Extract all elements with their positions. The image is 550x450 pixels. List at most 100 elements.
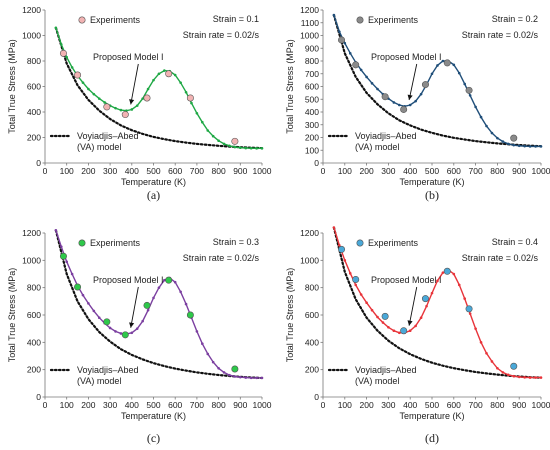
model-point	[338, 30, 341, 33]
model-point	[190, 101, 193, 105]
model-point	[381, 321, 385, 324]
experiment-point	[400, 327, 408, 335]
model-point	[201, 342, 204, 346]
model-point	[233, 145, 237, 149]
x-tick-label: 1000	[532, 166, 550, 176]
y-tick-label: 900	[305, 43, 319, 53]
model-point	[370, 308, 374, 312]
model-point	[244, 376, 248, 379]
legend-va-label: Voyiadjis–Abed	[77, 365, 139, 375]
y-tick-label: 1200	[22, 228, 41, 238]
model-point	[501, 371, 505, 374]
model-point	[179, 81, 182, 84]
model-point	[425, 304, 428, 308]
x-tick-label: 100	[338, 166, 352, 176]
x-tick-label: 700	[469, 400, 483, 410]
model-point	[228, 144, 231, 148]
model-point	[408, 329, 412, 333]
y-tick-label: 400	[27, 337, 41, 347]
model-point	[436, 64, 439, 67]
x-tick-label: 1000	[532, 400, 550, 410]
model-point	[92, 309, 96, 313]
experiment-point	[231, 365, 239, 373]
y-tick-label: 500	[305, 94, 319, 104]
model-point	[54, 228, 58, 232]
va-model-line	[54, 229, 264, 380]
model-callout-arrowhead	[407, 94, 413, 100]
x-axis-label: Temperature (K)	[121, 177, 186, 187]
va-model-line	[332, 226, 543, 379]
model-point	[496, 367, 499, 370]
x-tick-label: 800	[490, 400, 504, 410]
x-tick-label: 600	[168, 400, 182, 410]
model-point	[233, 375, 237, 378]
model-callout-arrowhead	[407, 320, 413, 326]
y-axis-label: Total True Stress (MPa)	[7, 268, 17, 363]
y-tick-label: 0	[314, 158, 319, 168]
panel-label: (b)	[425, 188, 439, 202]
model-point	[474, 105, 477, 109]
model-point	[398, 331, 401, 335]
strain-rate-annotation: Strain rate = 0.02/s	[183, 253, 260, 263]
model-point	[507, 142, 510, 146]
model-point	[255, 147, 258, 150]
x-tick-label: 300	[381, 166, 395, 176]
model-point	[414, 99, 417, 103]
model-point	[228, 373, 231, 377]
model-point	[534, 145, 537, 148]
model-point	[211, 134, 215, 138]
y-tick-label: 400	[305, 107, 319, 117]
model-point	[141, 319, 144, 323]
model-point	[370, 82, 374, 85]
model-point	[392, 329, 396, 333]
experiment-point	[338, 36, 346, 44]
model-point	[65, 260, 68, 264]
model-point	[97, 97, 101, 100]
model-point	[135, 104, 139, 107]
y-tick-label: 1000	[22, 31, 41, 41]
model-point	[119, 332, 123, 335]
model-point	[201, 120, 204, 124]
x-tick-label: 900	[233, 166, 247, 176]
x-tick-label: 100	[60, 166, 74, 176]
model-point	[81, 81, 85, 84]
model-point	[65, 55, 68, 59]
x-tick-label: 900	[512, 400, 526, 410]
y-tick-label: 0	[36, 392, 41, 402]
experiment-point	[381, 312, 389, 320]
model-point	[468, 94, 472, 97]
x-tick-label: 900	[512, 166, 526, 176]
model-point	[457, 71, 461, 75]
x-tick-label: 700	[469, 166, 483, 176]
model-callout-arrow	[408, 286, 418, 326]
model-point	[501, 140, 505, 143]
legend-va-label: (VA) model	[355, 142, 399, 152]
legend-va-label: Voyiadjis–Abed	[355, 365, 417, 375]
y-axis-label: Total True Stress (MPa)	[285, 268, 295, 363]
experiment-point	[421, 81, 429, 89]
model-point	[441, 271, 445, 274]
x-tick-label: 400	[403, 166, 417, 176]
x-tick-label: 0	[43, 166, 48, 176]
y-tick-label: 1000	[300, 31, 319, 41]
chart-panel-b: 0 100 200 300 400 500 600 700 800 900 1000 0 100 200 3…	[285, 5, 550, 202]
model-point	[343, 259, 347, 262]
x-tick-label: 100	[60, 400, 74, 410]
model-point	[222, 371, 226, 374]
x-tick-label: 400	[125, 166, 139, 176]
va-model-line	[332, 14, 543, 148]
model-point	[173, 73, 177, 77]
strain-annotation: Strain = 0.1	[213, 14, 259, 24]
y-tick-label: 200	[305, 365, 319, 375]
model-point	[146, 308, 150, 312]
model-point	[332, 13, 336, 17]
legend-va-label: Voyiadjis–Abed	[77, 131, 139, 141]
experiment-point	[186, 94, 194, 102]
model-line	[333, 227, 541, 379]
model-point	[365, 75, 368, 79]
model-point	[157, 286, 161, 289]
legend-va-label: (VA) model	[355, 376, 399, 386]
x-tick-label: 1000	[253, 166, 272, 176]
y-tick-label: 200	[305, 133, 319, 143]
model-point	[184, 302, 188, 306]
